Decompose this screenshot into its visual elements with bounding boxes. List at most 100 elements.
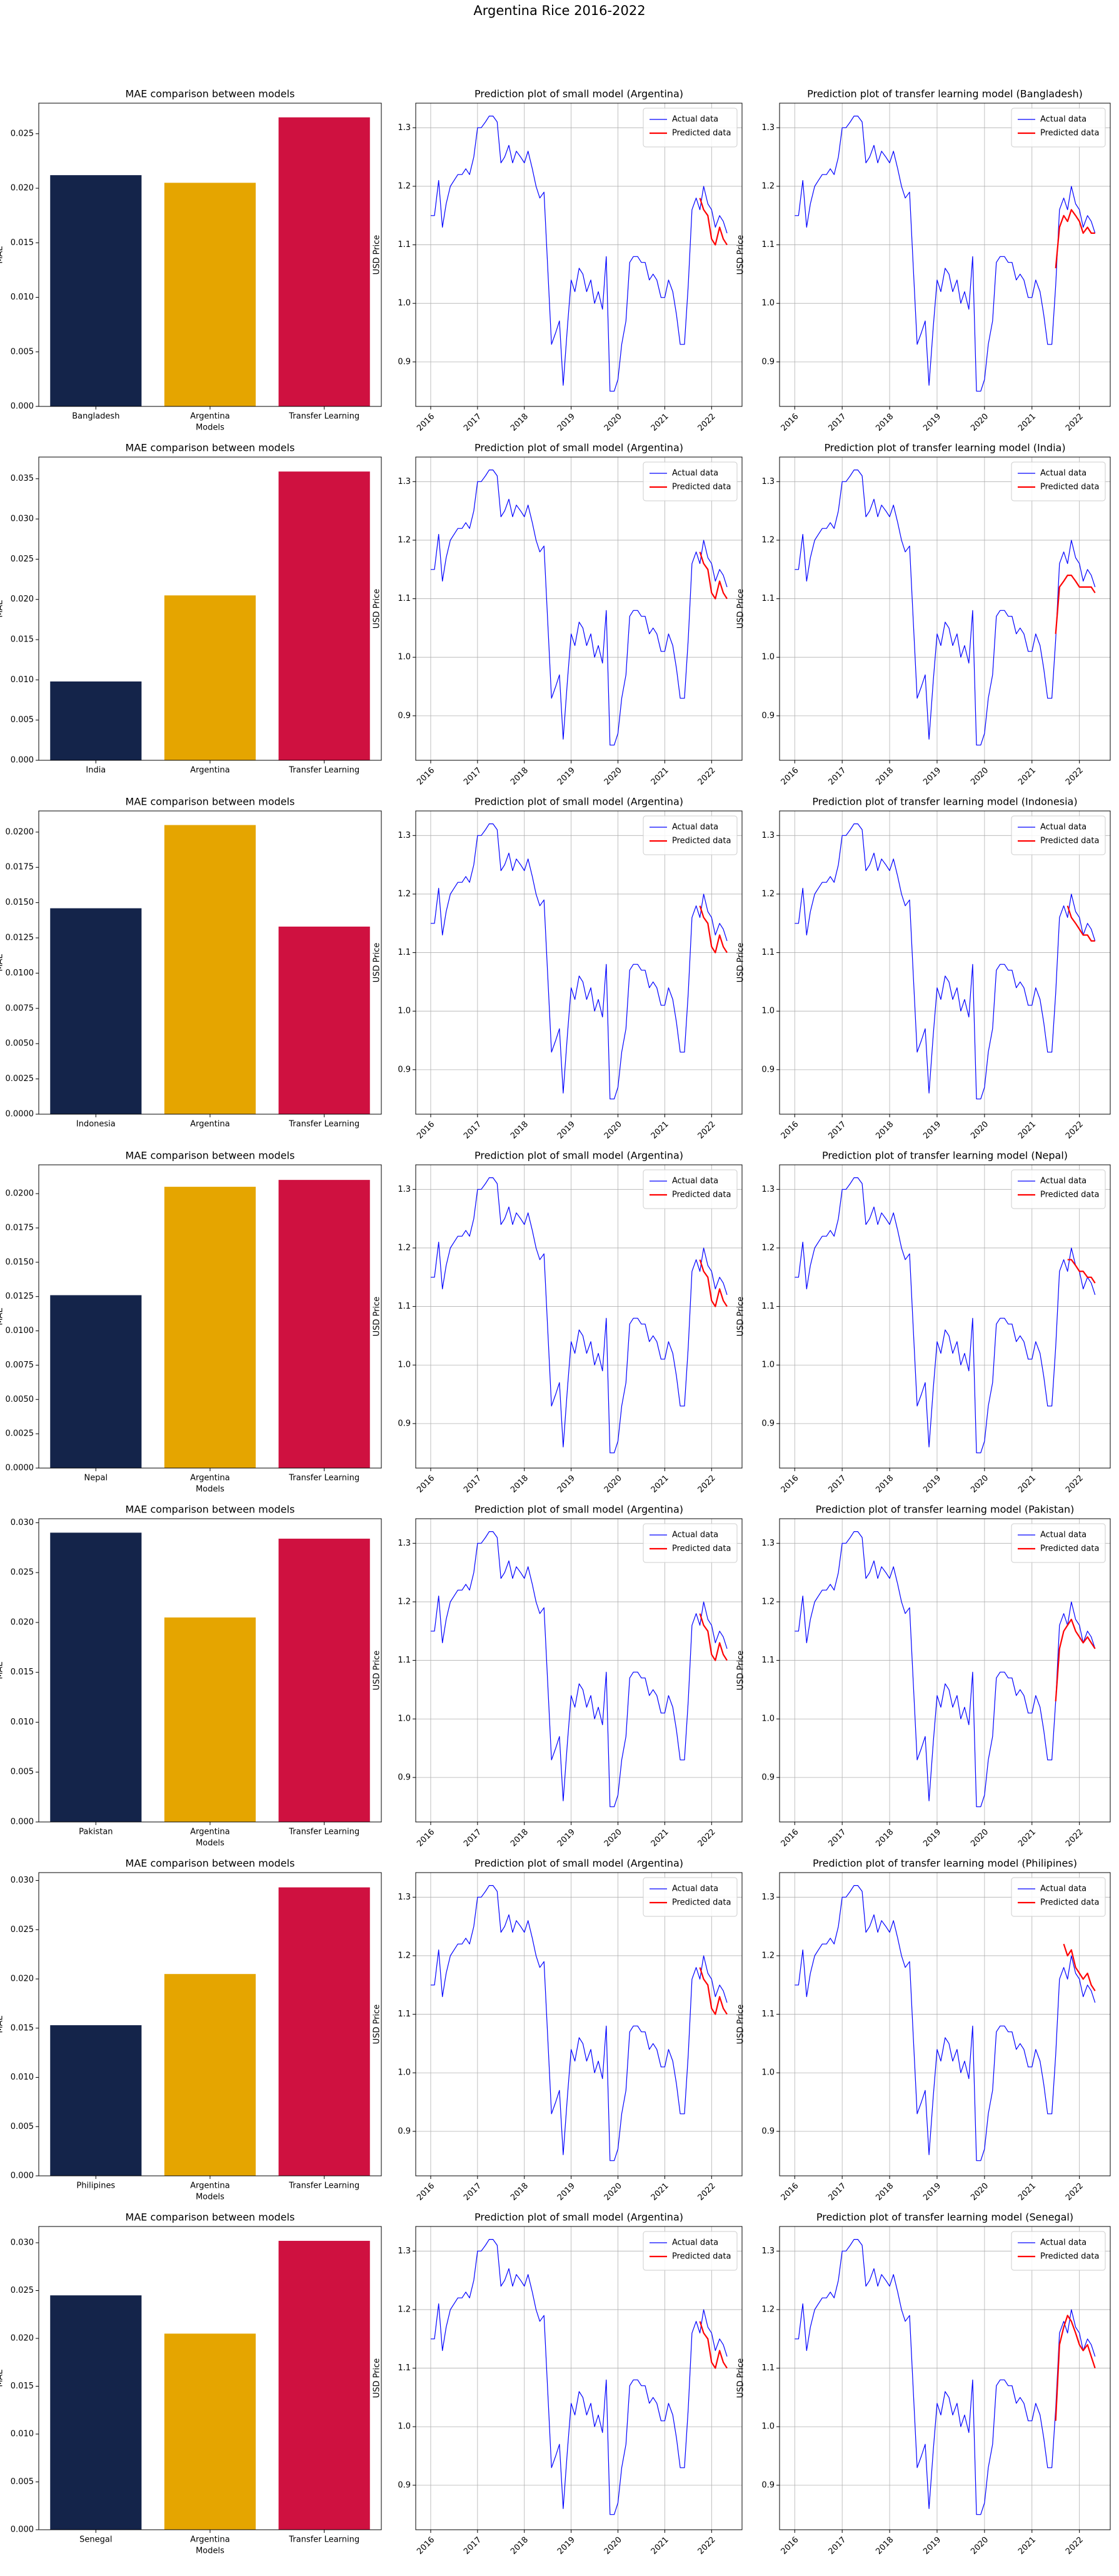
bar <box>164 1187 256 1468</box>
x-tick-label: 2016 <box>780 2181 801 2203</box>
x-tick-label: Argentina <box>190 2181 229 2191</box>
x-tick-label: 2016 <box>415 1120 436 1141</box>
y-axis-label: USD Price <box>736 235 746 275</box>
chart-title: MAE comparison between models <box>126 442 295 454</box>
y-axis-label: MAE <box>0 246 5 263</box>
x-tick-label: 2022 <box>1064 2535 1085 2557</box>
bar <box>278 1180 370 1468</box>
series-line <box>431 823 728 1100</box>
y-tick-label: 0.020 <box>11 184 34 193</box>
series-line <box>699 551 728 600</box>
legend-label: Actual data <box>1040 823 1086 832</box>
x-tick-label: 2018 <box>874 1474 895 1495</box>
x-tick-label: 2022 <box>1064 1474 1085 1495</box>
y-tick-label: 0.010 <box>11 2430 34 2439</box>
y-tick-label: 1.3 <box>398 1893 411 1902</box>
axes-frame <box>38 2226 382 2530</box>
x-tick-label: Argentina <box>190 766 229 775</box>
chart-title: Prediction plot of transfer learning mod… <box>813 1858 1077 1869</box>
y-tick-label: 0.0075 <box>6 1004 34 1013</box>
axes-frame <box>779 1518 1111 1823</box>
y-tick-label: 0.0000 <box>6 1464 34 1473</box>
y-tick-label: 1.0 <box>398 1361 411 1370</box>
y-axis-label: USD Price <box>373 943 382 983</box>
x-tick-label: Philipines <box>76 2181 115 2191</box>
y-tick-label: 1.0 <box>398 653 411 662</box>
series-line <box>699 198 728 246</box>
x-tick-label: 2017 <box>826 1120 848 1141</box>
series-line <box>699 1259 728 1307</box>
axes-frame <box>415 456 743 761</box>
x-tick-label: 2019 <box>921 412 943 433</box>
x-tick-label: Pakistan <box>79 1828 113 1837</box>
legend-label: Actual data <box>672 1177 718 1186</box>
legend-box <box>1011 108 1106 148</box>
legend-label: Predicted data <box>672 1544 731 1554</box>
bar <box>164 2333 256 2530</box>
x-tick-label: Indonesia <box>76 1120 116 1129</box>
y-tick-label: 1.3 <box>398 1185 411 1194</box>
legend-box <box>1011 815 1106 855</box>
x-tick-label: 2022 <box>696 1120 718 1141</box>
y-tick-label: 0.9 <box>398 2480 411 2490</box>
y-tick-label: 0.035 <box>11 474 34 483</box>
x-tick-label: 2019 <box>921 2535 943 2557</box>
legend-label: Predicted data <box>1040 2252 1099 2262</box>
y-tick-label: 0.025 <box>11 2286 34 2295</box>
series-line <box>1067 1259 1096 1284</box>
legend-label: Predicted data <box>1040 837 1099 846</box>
x-tick-label: Argentina <box>190 1828 229 1837</box>
series-line <box>795 2239 1096 2515</box>
series-line <box>431 1177 728 1454</box>
y-tick-label: 1.1 <box>761 1656 775 1665</box>
bar <box>50 1532 142 1822</box>
y-tick-label: 0.015 <box>11 1668 34 1677</box>
y-tick-label: 1.2 <box>761 889 775 898</box>
legend-label: Predicted data <box>1040 483 1099 492</box>
x-tick-label: 2017 <box>462 1828 483 1849</box>
x-tick-label: 2020 <box>969 766 990 787</box>
chart-title: MAE comparison between models <box>126 796 295 808</box>
x-tick-label: 2022 <box>696 766 718 787</box>
y-tick-label: 1.1 <box>398 594 411 603</box>
x-tick-label: 2018 <box>874 1828 895 1849</box>
legend-label: Predicted data <box>1040 129 1099 138</box>
chart-title: Prediction plot of small model (Argentin… <box>474 442 683 454</box>
x-tick-label: 2017 <box>826 1828 848 1849</box>
y-tick-label: 0.0100 <box>6 969 34 978</box>
x-tick-label: 2022 <box>1064 2181 1085 2203</box>
y-tick-label: 0.0175 <box>6 1223 34 1232</box>
y-tick-label: 0.020 <box>11 1618 34 1627</box>
y-tick-label: 1.1 <box>398 240 411 249</box>
y-tick-label: 0.9 <box>398 1773 411 1782</box>
axes-frame <box>38 1518 382 1823</box>
y-tick-label: 0.025 <box>11 555 34 564</box>
y-tick-label: 0.010 <box>11 293 34 302</box>
legend-box <box>643 815 738 855</box>
y-tick-label: 1.1 <box>761 2010 775 2019</box>
y-tick-label: 0.025 <box>11 1925 34 1935</box>
x-tick-label: 2022 <box>1064 412 1085 433</box>
y-tick-label: 0.005 <box>11 1768 34 1777</box>
y-tick-label: 1.1 <box>398 2010 411 2019</box>
x-tick-label: 2020 <box>603 2535 624 2557</box>
legend-label: Actual data <box>1040 2238 1086 2248</box>
y-tick-label: 0.005 <box>11 715 34 725</box>
x-tick-label: 2019 <box>556 412 577 433</box>
y-tick-label: 0.0025 <box>6 1429 34 1439</box>
x-tick-label: 2021 <box>1016 412 1038 433</box>
y-tick-label: 0.015 <box>11 635 34 645</box>
axes-frame <box>38 456 382 761</box>
x-axis-label: Models <box>196 2193 224 2202</box>
x-tick-label: 2022 <box>696 412 718 433</box>
x-tick-label: 2017 <box>826 412 848 433</box>
y-tick-label: 0.9 <box>761 1419 775 1428</box>
chart-title: Prediction plot of small model (Argentin… <box>474 1504 683 1516</box>
x-tick-label: 2019 <box>556 2535 577 2557</box>
legend-label: Actual data <box>672 469 718 478</box>
axes-frame <box>415 810 743 1115</box>
y-tick-label: 1.0 <box>761 1361 775 1370</box>
y-axis-label: USD Price <box>373 2005 382 2045</box>
axes-frame <box>415 1872 743 2176</box>
x-tick-label: 2020 <box>603 1120 624 1141</box>
